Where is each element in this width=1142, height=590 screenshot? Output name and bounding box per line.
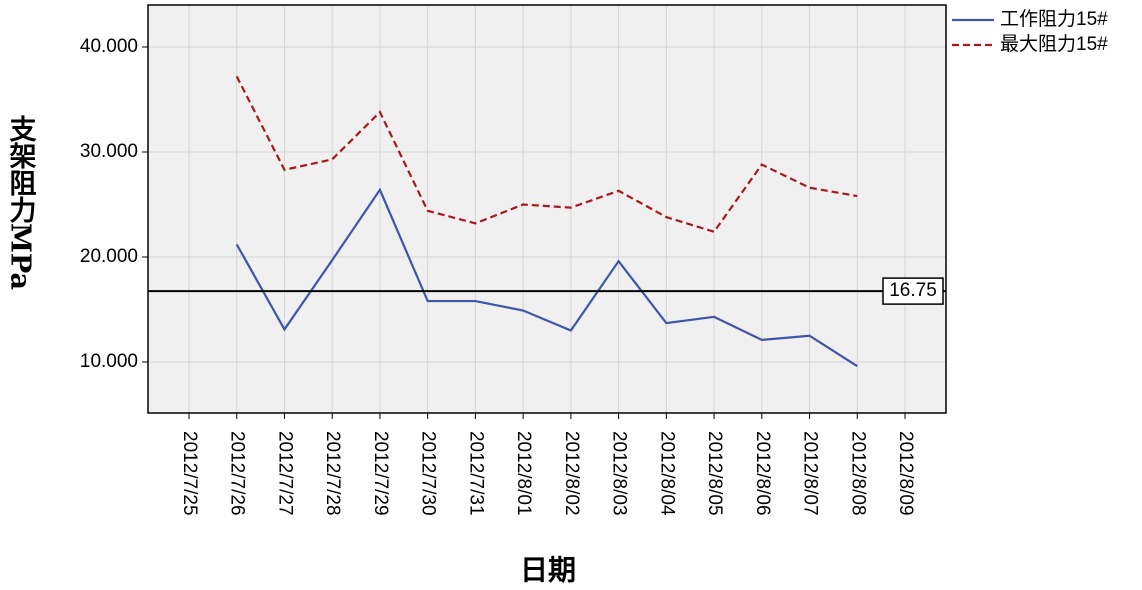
x-tick-label: 2012/8/05 — [704, 431, 725, 516]
y-axis-title: 支架阻力MPa — [5, 115, 37, 290]
x-tick-label: 2012/7/26 — [227, 431, 248, 516]
series-line — [235, 187, 858, 368]
series-line — [235, 75, 858, 234]
reference-label-box — [882, 277, 944, 305]
x-tick-label: 2012/7/30 — [418, 431, 439, 516]
x-tick-label: 2012/8/01 — [513, 431, 534, 516]
y-tick-label: 20.000 — [80, 246, 138, 267]
x-tick-label: 2012/7/27 — [274, 431, 295, 516]
x-tick-label: 2012/8/09 — [895, 431, 916, 516]
x-tick-label: 2012/7/31 — [465, 431, 486, 516]
x-tick-label: 2012/8/06 — [752, 431, 773, 516]
grid — [148, 5, 946, 413]
y-tick-label: 30.000 — [80, 141, 138, 162]
marks — [148, 75, 946, 368]
x-tick-label: 2012/8/02 — [561, 431, 582, 516]
x-tick-label: 2012/8/07 — [800, 431, 821, 516]
plot-background — [148, 5, 946, 413]
reference-label: 16.75 — [889, 280, 937, 301]
x-tick-label: 2012/8/04 — [656, 431, 677, 516]
y-tick-label: 10.000 — [80, 351, 138, 372]
x-axis-title: 日期 — [520, 554, 576, 587]
y-tick-label: 40.000 — [80, 36, 138, 57]
plot-frame — [147, 4, 947, 414]
x-tick-label: 2012/7/25 — [179, 431, 200, 516]
x-tick-label: 2012/7/28 — [322, 431, 343, 516]
x-tick-label: 2012/8/08 — [847, 431, 868, 516]
legend-label: 工作阻力15# — [1000, 8, 1108, 30]
x-tick-label: 2012/8/03 — [609, 431, 630, 516]
x-tick-label: 2012/7/29 — [370, 431, 391, 516]
legend-label: 最大阻力15# — [1000, 33, 1108, 55]
